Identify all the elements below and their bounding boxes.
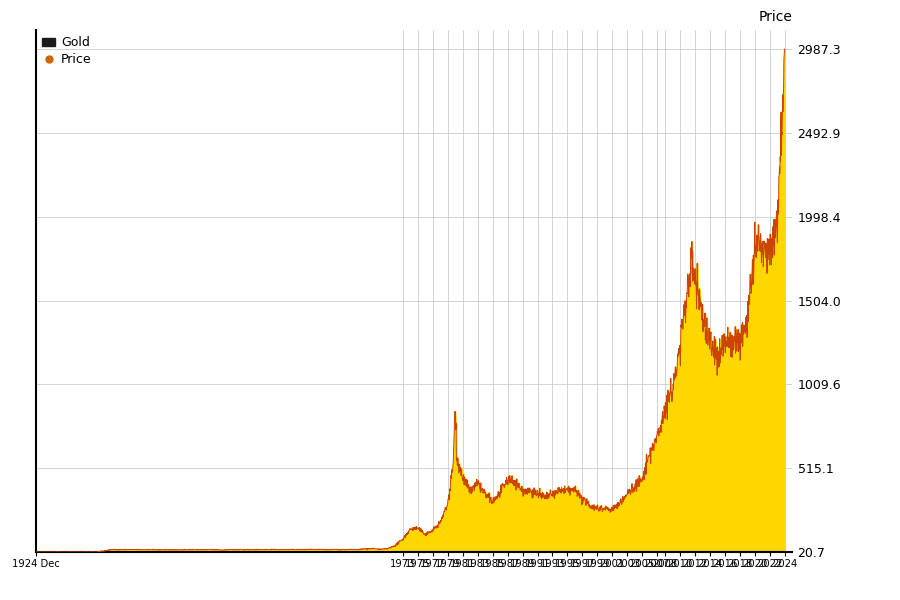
Legend: Gold, Price: Gold, Price bbox=[42, 36, 92, 66]
Text: Price: Price bbox=[758, 10, 792, 24]
